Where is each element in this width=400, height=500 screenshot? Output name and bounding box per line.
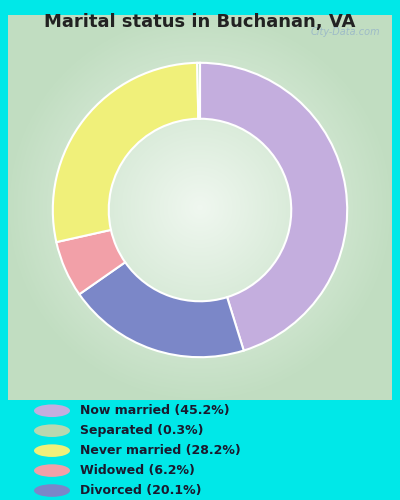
Wedge shape: [53, 63, 198, 242]
Ellipse shape: [34, 484, 70, 497]
Text: Never married (28.2%): Never married (28.2%): [80, 444, 241, 457]
Text: Now married (45.2%): Now married (45.2%): [80, 404, 230, 417]
Wedge shape: [197, 63, 200, 119]
Wedge shape: [79, 262, 244, 357]
Text: Divorced (20.1%): Divorced (20.1%): [80, 484, 202, 497]
Text: Separated (0.3%): Separated (0.3%): [80, 424, 204, 437]
Ellipse shape: [34, 404, 70, 417]
Ellipse shape: [34, 424, 70, 437]
Text: City-Data.com: City-Data.com: [311, 26, 380, 36]
Wedge shape: [56, 230, 125, 294]
Ellipse shape: [34, 464, 70, 477]
Wedge shape: [200, 63, 347, 350]
Text: Widowed (6.2%): Widowed (6.2%): [80, 464, 195, 477]
Ellipse shape: [34, 444, 70, 457]
Text: Marital status in Buchanan, VA: Marital status in Buchanan, VA: [44, 12, 356, 30]
